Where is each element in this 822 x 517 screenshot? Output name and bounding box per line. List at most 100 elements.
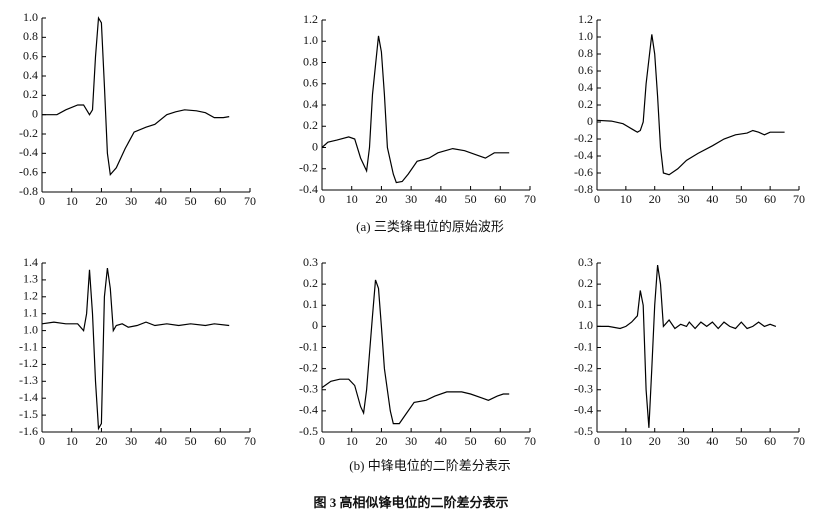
x-tick-label: 30: [678, 434, 690, 448]
x-tick-label: 60: [214, 194, 226, 208]
x-tick-label: 70: [793, 192, 805, 206]
y-tick-label: 0.2: [578, 276, 593, 290]
y-tick-label: -0.1: [299, 339, 318, 353]
x-tick-label: 20: [375, 434, 387, 448]
line: [321, 279, 510, 425]
y-tick-label: 1.0: [578, 318, 593, 332]
x-tick-label: 0: [319, 434, 325, 448]
y-tick-label: 0.8: [578, 46, 593, 60]
y-tick-label: -1.5: [19, 407, 38, 421]
y-tick-label: -0.4: [299, 403, 318, 417]
x-tick-label: 10: [66, 434, 78, 448]
y-tick-label: -0.4: [574, 148, 593, 162]
y-tick-label: -0.8: [19, 184, 38, 198]
line: [597, 265, 777, 428]
subcaption: (b) 中锋电位的二阶差分表示: [349, 458, 510, 473]
x-tick-label: 30: [405, 434, 417, 448]
x-tick-label: 70: [244, 434, 256, 448]
y-tick-label: 1.0: [23, 322, 38, 336]
x-tick-label: 50: [185, 194, 197, 208]
x-tick-label: 60: [494, 192, 506, 206]
y-tick-label: 0.2: [303, 276, 318, 290]
x-tick-label: 0: [319, 192, 325, 206]
y-tick-label: 0.6: [23, 48, 38, 62]
x-tick-label: 20: [649, 192, 661, 206]
y-tick-label: -0.1: [574, 339, 593, 353]
line: [42, 16, 230, 176]
x-tick-label: 50: [185, 434, 197, 448]
y-tick-label: 0: [312, 318, 318, 332]
x-tick-label: 0: [39, 194, 45, 208]
y-tick-label: -0.4: [299, 182, 318, 196]
x-tick-label: 60: [764, 192, 776, 206]
x-tick-label: 60: [214, 434, 226, 448]
x-tick-label: 30: [678, 192, 690, 206]
line: [321, 35, 510, 184]
y-tick-label: 0.2: [23, 87, 38, 101]
y-tick-label: 0: [32, 106, 38, 120]
x-tick-label: 50: [735, 434, 747, 448]
y-tick-label: 0.4: [303, 97, 318, 111]
y-tick-label: -0.8: [574, 182, 593, 196]
y-tick-label: 1.3: [23, 272, 38, 286]
x-tick-label: 30: [405, 192, 417, 206]
x-tick-label: 40: [155, 194, 167, 208]
x-tick-label: 20: [95, 194, 107, 208]
y-tick-label: 0.4: [23, 68, 38, 82]
y-tick-label: -1.4: [19, 390, 38, 404]
line: [41, 268, 230, 431]
x-tick-label: 10: [346, 192, 358, 206]
x-tick-label: 70: [524, 192, 536, 206]
y-tick-label: -0.5: [299, 424, 318, 438]
y-tick-label: 0.1: [303, 297, 318, 311]
y-tick-label: 1.0: [303, 33, 318, 47]
x-tick-label: 30: [125, 194, 137, 208]
x-tick-label: 50: [465, 192, 477, 206]
y-tick-label: -0.4: [19, 145, 38, 159]
y-tick-label: 0.8: [23, 29, 38, 43]
y-tick-label: 0.4: [578, 80, 593, 94]
x-tick-label: 40: [155, 434, 167, 448]
y-tick-label: 0.3: [303, 255, 318, 269]
y-tick-label: 1.2: [23, 289, 38, 303]
y-tick-label: -1.3: [19, 373, 38, 387]
y-tick-label: -1.1: [19, 339, 38, 353]
y-tick-label: 1.0: [578, 29, 593, 43]
x-tick-label: 10: [620, 192, 632, 206]
x-tick-label: 0: [594, 434, 600, 448]
x-tick-label: 50: [735, 192, 747, 206]
y-tick-label: 1.0: [23, 10, 38, 24]
y-tick-label: -0.3: [299, 382, 318, 396]
y-tick-label: 1.2: [303, 12, 318, 26]
figure-caption: 图 3 高相似锋电位的二阶差分表示: [313, 495, 508, 510]
x-tick-label: 0: [39, 434, 45, 448]
x-tick-label: 30: [125, 434, 137, 448]
x-tick-label: 50: [465, 434, 477, 448]
x-tick-label: 60: [764, 434, 776, 448]
x-tick-label: 70: [793, 434, 805, 448]
y-tick-label: 0.8: [303, 54, 318, 68]
x-tick-label: 20: [95, 434, 107, 448]
y-tick-label: 0.1: [578, 297, 593, 311]
x-tick-label: 60: [494, 434, 506, 448]
subcaption: (a) 三类锋电位的原始波形: [356, 219, 504, 234]
x-tick-label: 10: [620, 434, 632, 448]
x-tick-label: 40: [435, 192, 447, 206]
x-tick-label: 10: [66, 194, 78, 208]
y-tick-label: 0.2: [303, 118, 318, 132]
y-tick-label: -0.6: [574, 165, 593, 179]
y-tick-label: -1.6: [19, 424, 38, 438]
y-tick-label: -0.3: [574, 382, 593, 396]
x-tick-label: 20: [649, 434, 661, 448]
y-tick-label: -0.2: [19, 126, 38, 140]
y-tick-label: -0.4: [574, 403, 593, 417]
x-tick-label: 40: [435, 434, 447, 448]
y-tick-label: 0: [587, 114, 593, 128]
x-tick-label: 0: [594, 192, 600, 206]
y-tick-label: 0.3: [578, 255, 593, 269]
y-tick-label: 1.4: [23, 255, 38, 269]
x-tick-label: 10: [346, 434, 358, 448]
y-tick-label: -0.5: [574, 424, 593, 438]
